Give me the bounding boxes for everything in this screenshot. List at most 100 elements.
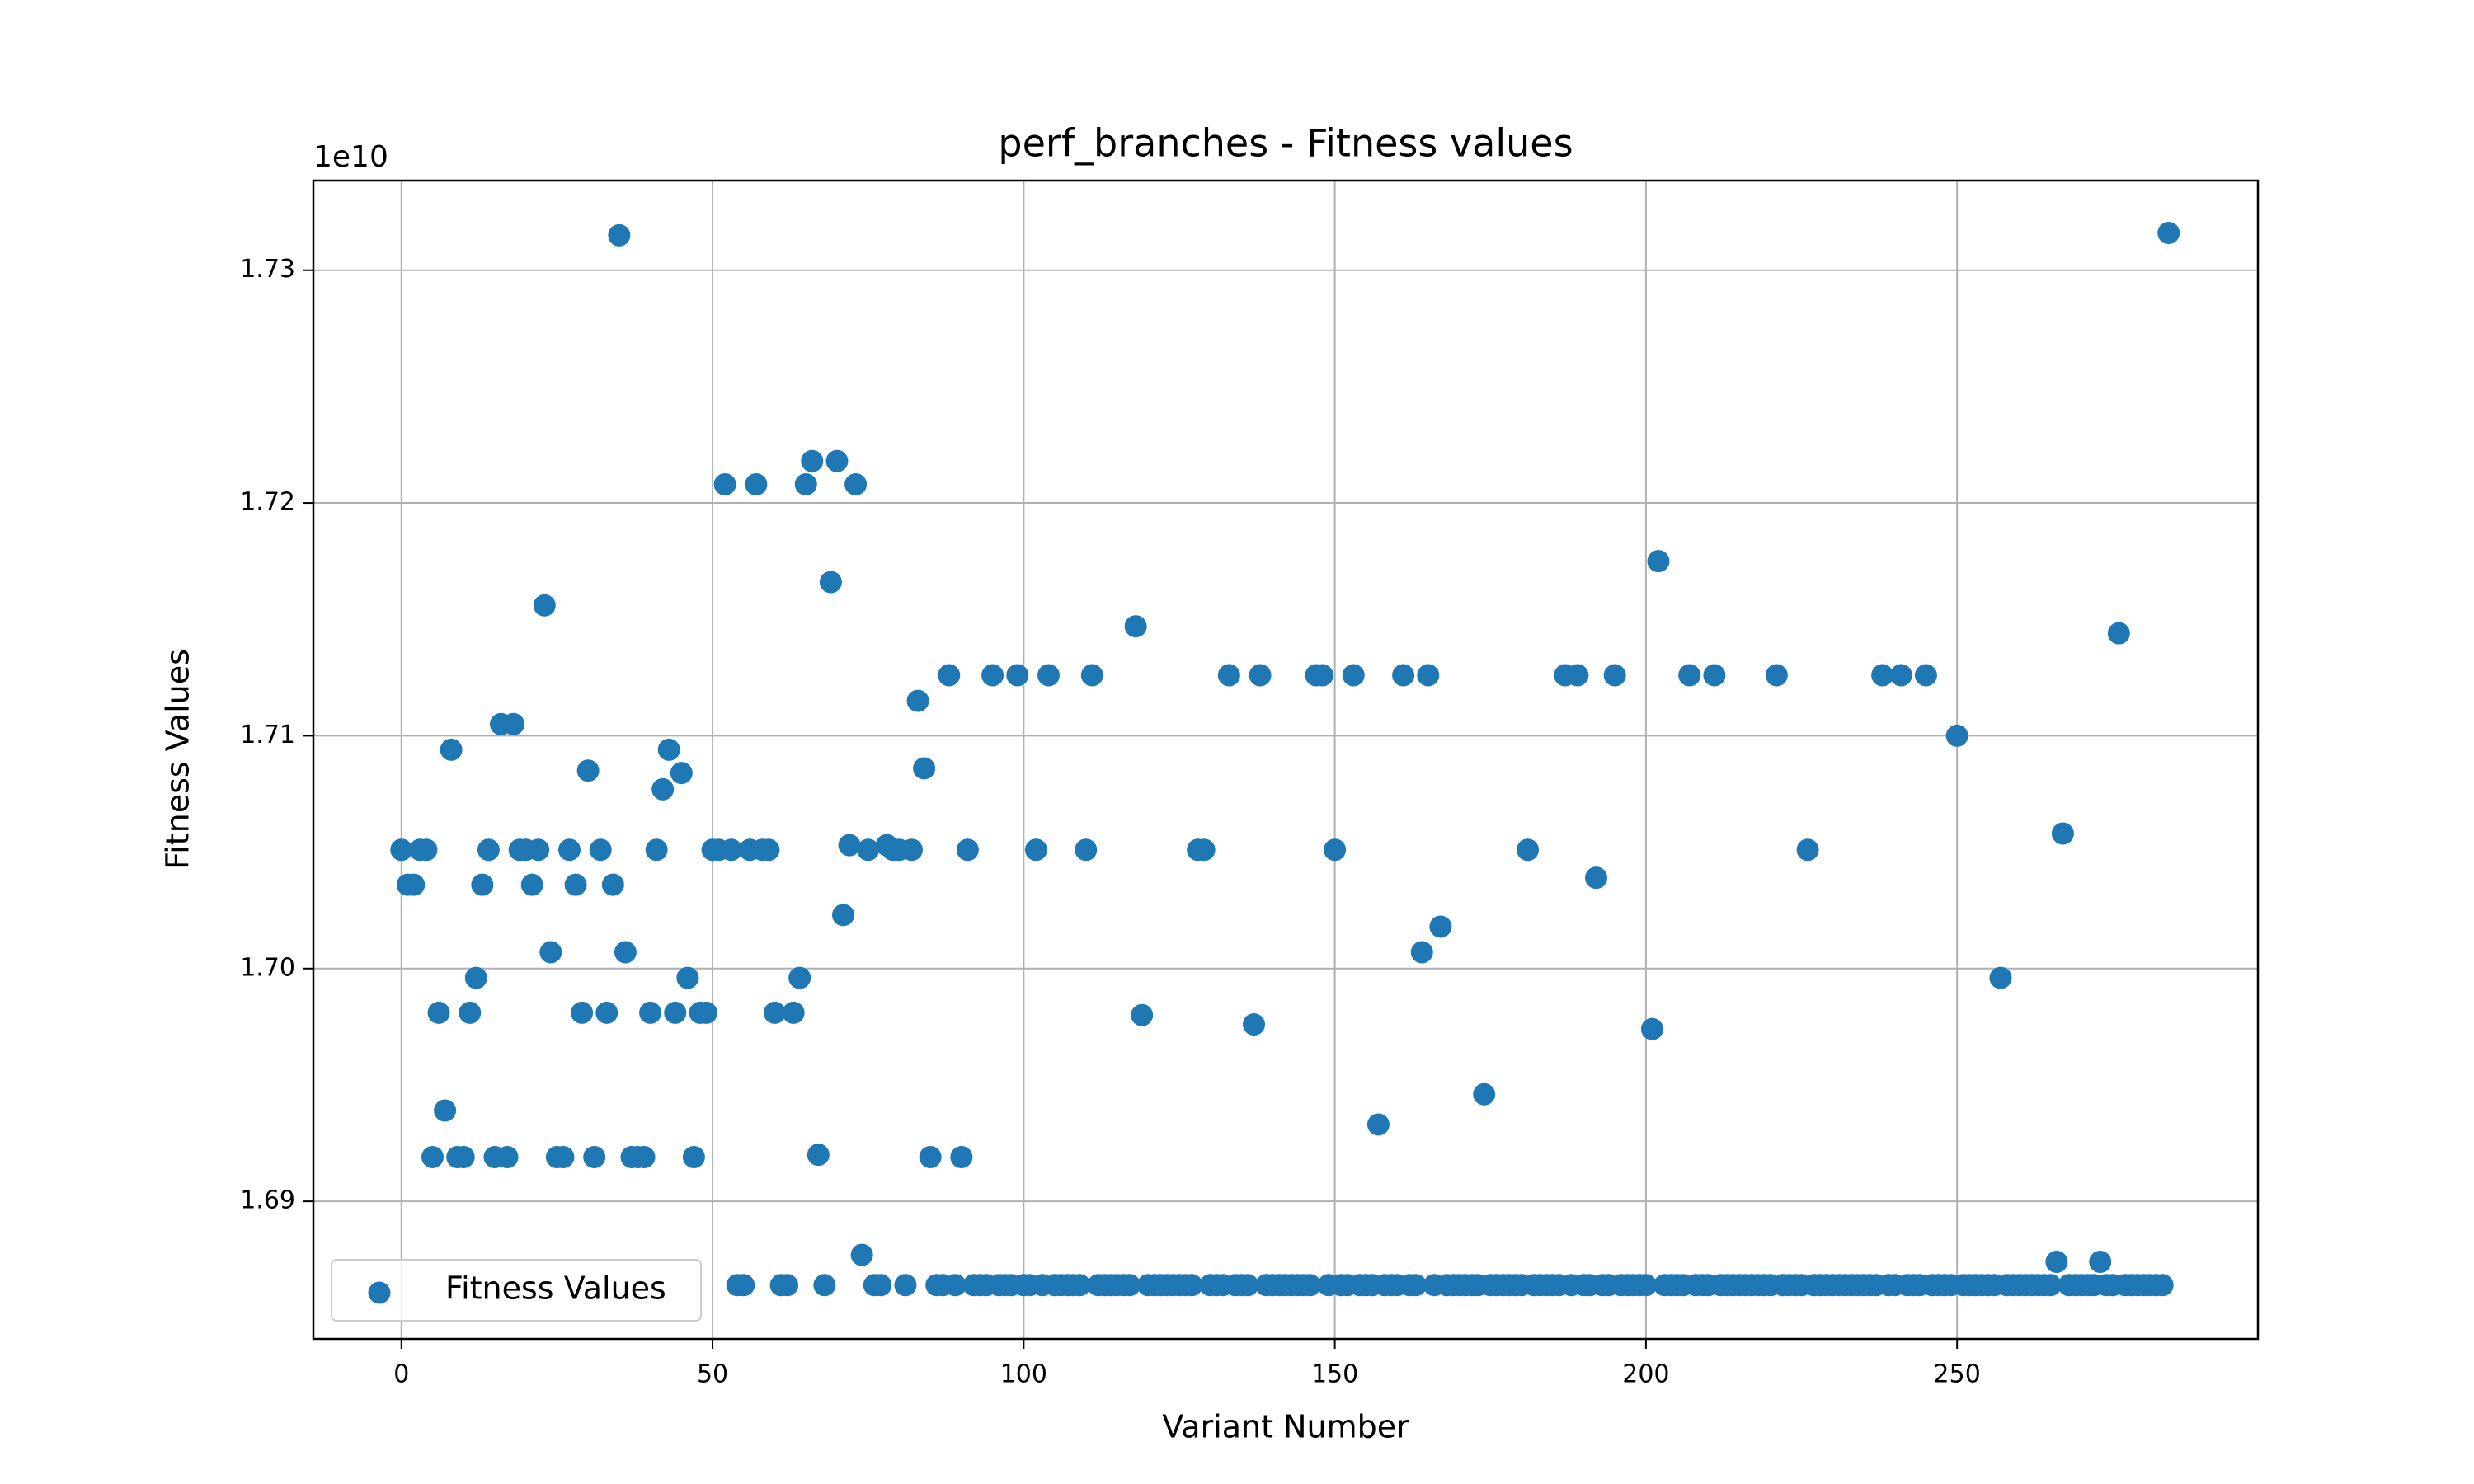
data-point <box>794 472 817 495</box>
data-point <box>427 1001 450 1024</box>
data-point <box>464 966 487 989</box>
data-point <box>825 449 849 472</box>
data-point <box>571 1001 594 1024</box>
data-point <box>583 1145 606 1168</box>
data-point <box>595 1001 618 1024</box>
data-point <box>1075 838 1098 862</box>
x-tick-label: 0 <box>393 1360 409 1389</box>
data-point <box>981 664 1004 687</box>
data-point <box>1217 664 1240 687</box>
legend-marker <box>368 1281 391 1304</box>
data-point <box>664 1001 687 1024</box>
data-point <box>1311 664 1334 687</box>
data-point <box>1236 1274 1259 1297</box>
x-axis-label: Variant Number <box>1162 1409 1409 1445</box>
data-point <box>764 1001 787 1024</box>
data-point <box>901 838 924 862</box>
data-point <box>1585 866 1608 890</box>
data-point <box>1404 1274 1427 1297</box>
y-axis-label: Fitness Values <box>160 649 196 870</box>
chart-title: perf_branches - Fitness values <box>998 121 1573 166</box>
data-point <box>1945 724 1968 747</box>
data-point <box>757 838 780 862</box>
data-point <box>943 1274 967 1297</box>
data-point <box>657 738 680 761</box>
data-point <box>645 838 668 862</box>
data-point <box>782 1001 805 1024</box>
data-point <box>1324 838 1347 862</box>
data-point <box>1392 664 1415 687</box>
data-point <box>844 472 868 495</box>
data-point <box>471 873 494 896</box>
y-tick-label: 1.73 <box>240 255 295 284</box>
data-point <box>950 1145 973 1168</box>
data-point <box>857 838 880 862</box>
data-point <box>1429 915 1452 938</box>
data-point <box>788 966 811 989</box>
data-point <box>496 1145 519 1168</box>
data-point <box>1989 966 2012 989</box>
data-point <box>402 873 426 896</box>
data-point <box>1417 664 1440 687</box>
data-point <box>682 1145 705 1168</box>
data-point <box>1796 838 1819 862</box>
data-point <box>477 838 500 862</box>
data-point <box>608 223 631 247</box>
data-point <box>1006 664 1029 687</box>
data-point <box>801 449 824 472</box>
data-point <box>390 838 413 862</box>
data-point <box>732 1274 755 1297</box>
data-point <box>576 759 600 782</box>
data-point <box>1298 1274 1321 1297</box>
data-point <box>2151 1274 2174 1297</box>
data-point <box>614 941 637 964</box>
data-point <box>539 941 562 964</box>
x-tick-label: 250 <box>1934 1360 1981 1389</box>
data-point <box>633 1145 656 1168</box>
data-point <box>1366 1113 1390 1136</box>
data-point <box>564 873 587 896</box>
data-point <box>776 1274 799 1297</box>
data-point <box>1342 664 1365 687</box>
data-point <box>745 472 768 495</box>
data-point <box>1517 838 1540 862</box>
legend-box <box>331 1259 702 1322</box>
data-point <box>1473 1082 1496 1106</box>
data-point <box>838 834 861 857</box>
data-point <box>1118 1274 1141 1297</box>
data-point <box>1037 664 1061 687</box>
data-point <box>1914 664 1937 687</box>
data-point <box>527 838 550 862</box>
data-point <box>919 1145 942 1168</box>
data-point <box>589 838 612 862</box>
data-point <box>459 1001 482 1024</box>
data-point <box>1889 664 1912 687</box>
data-point <box>421 1145 444 1168</box>
data-point <box>1640 1017 1663 1040</box>
data-point <box>2045 1251 2068 1274</box>
data-point <box>552 1145 575 1168</box>
data-point <box>813 1274 836 1297</box>
data-point <box>639 1001 662 1024</box>
y-offset-label: 1e10 <box>313 140 388 174</box>
data-point <box>440 738 463 761</box>
x-tick-label: 150 <box>1311 1360 1358 1389</box>
data-point <box>869 1274 892 1297</box>
data-point <box>2051 822 2074 845</box>
data-point <box>415 838 438 862</box>
data-point <box>906 689 929 712</box>
data-point <box>850 1243 873 1266</box>
data-point <box>1249 664 1272 687</box>
data-point <box>819 571 842 594</box>
data-point <box>1124 615 1147 638</box>
data-point <box>2039 1274 2062 1297</box>
data-point <box>2089 1251 2112 1274</box>
x-tick-label: 100 <box>1000 1360 1047 1389</box>
y-tick-label: 1.70 <box>240 953 295 982</box>
data-point <box>1765 664 1788 687</box>
data-point <box>601 873 624 896</box>
data-point <box>1068 1274 1091 1297</box>
data-point <box>1871 664 1894 687</box>
data-point <box>2157 222 2180 245</box>
